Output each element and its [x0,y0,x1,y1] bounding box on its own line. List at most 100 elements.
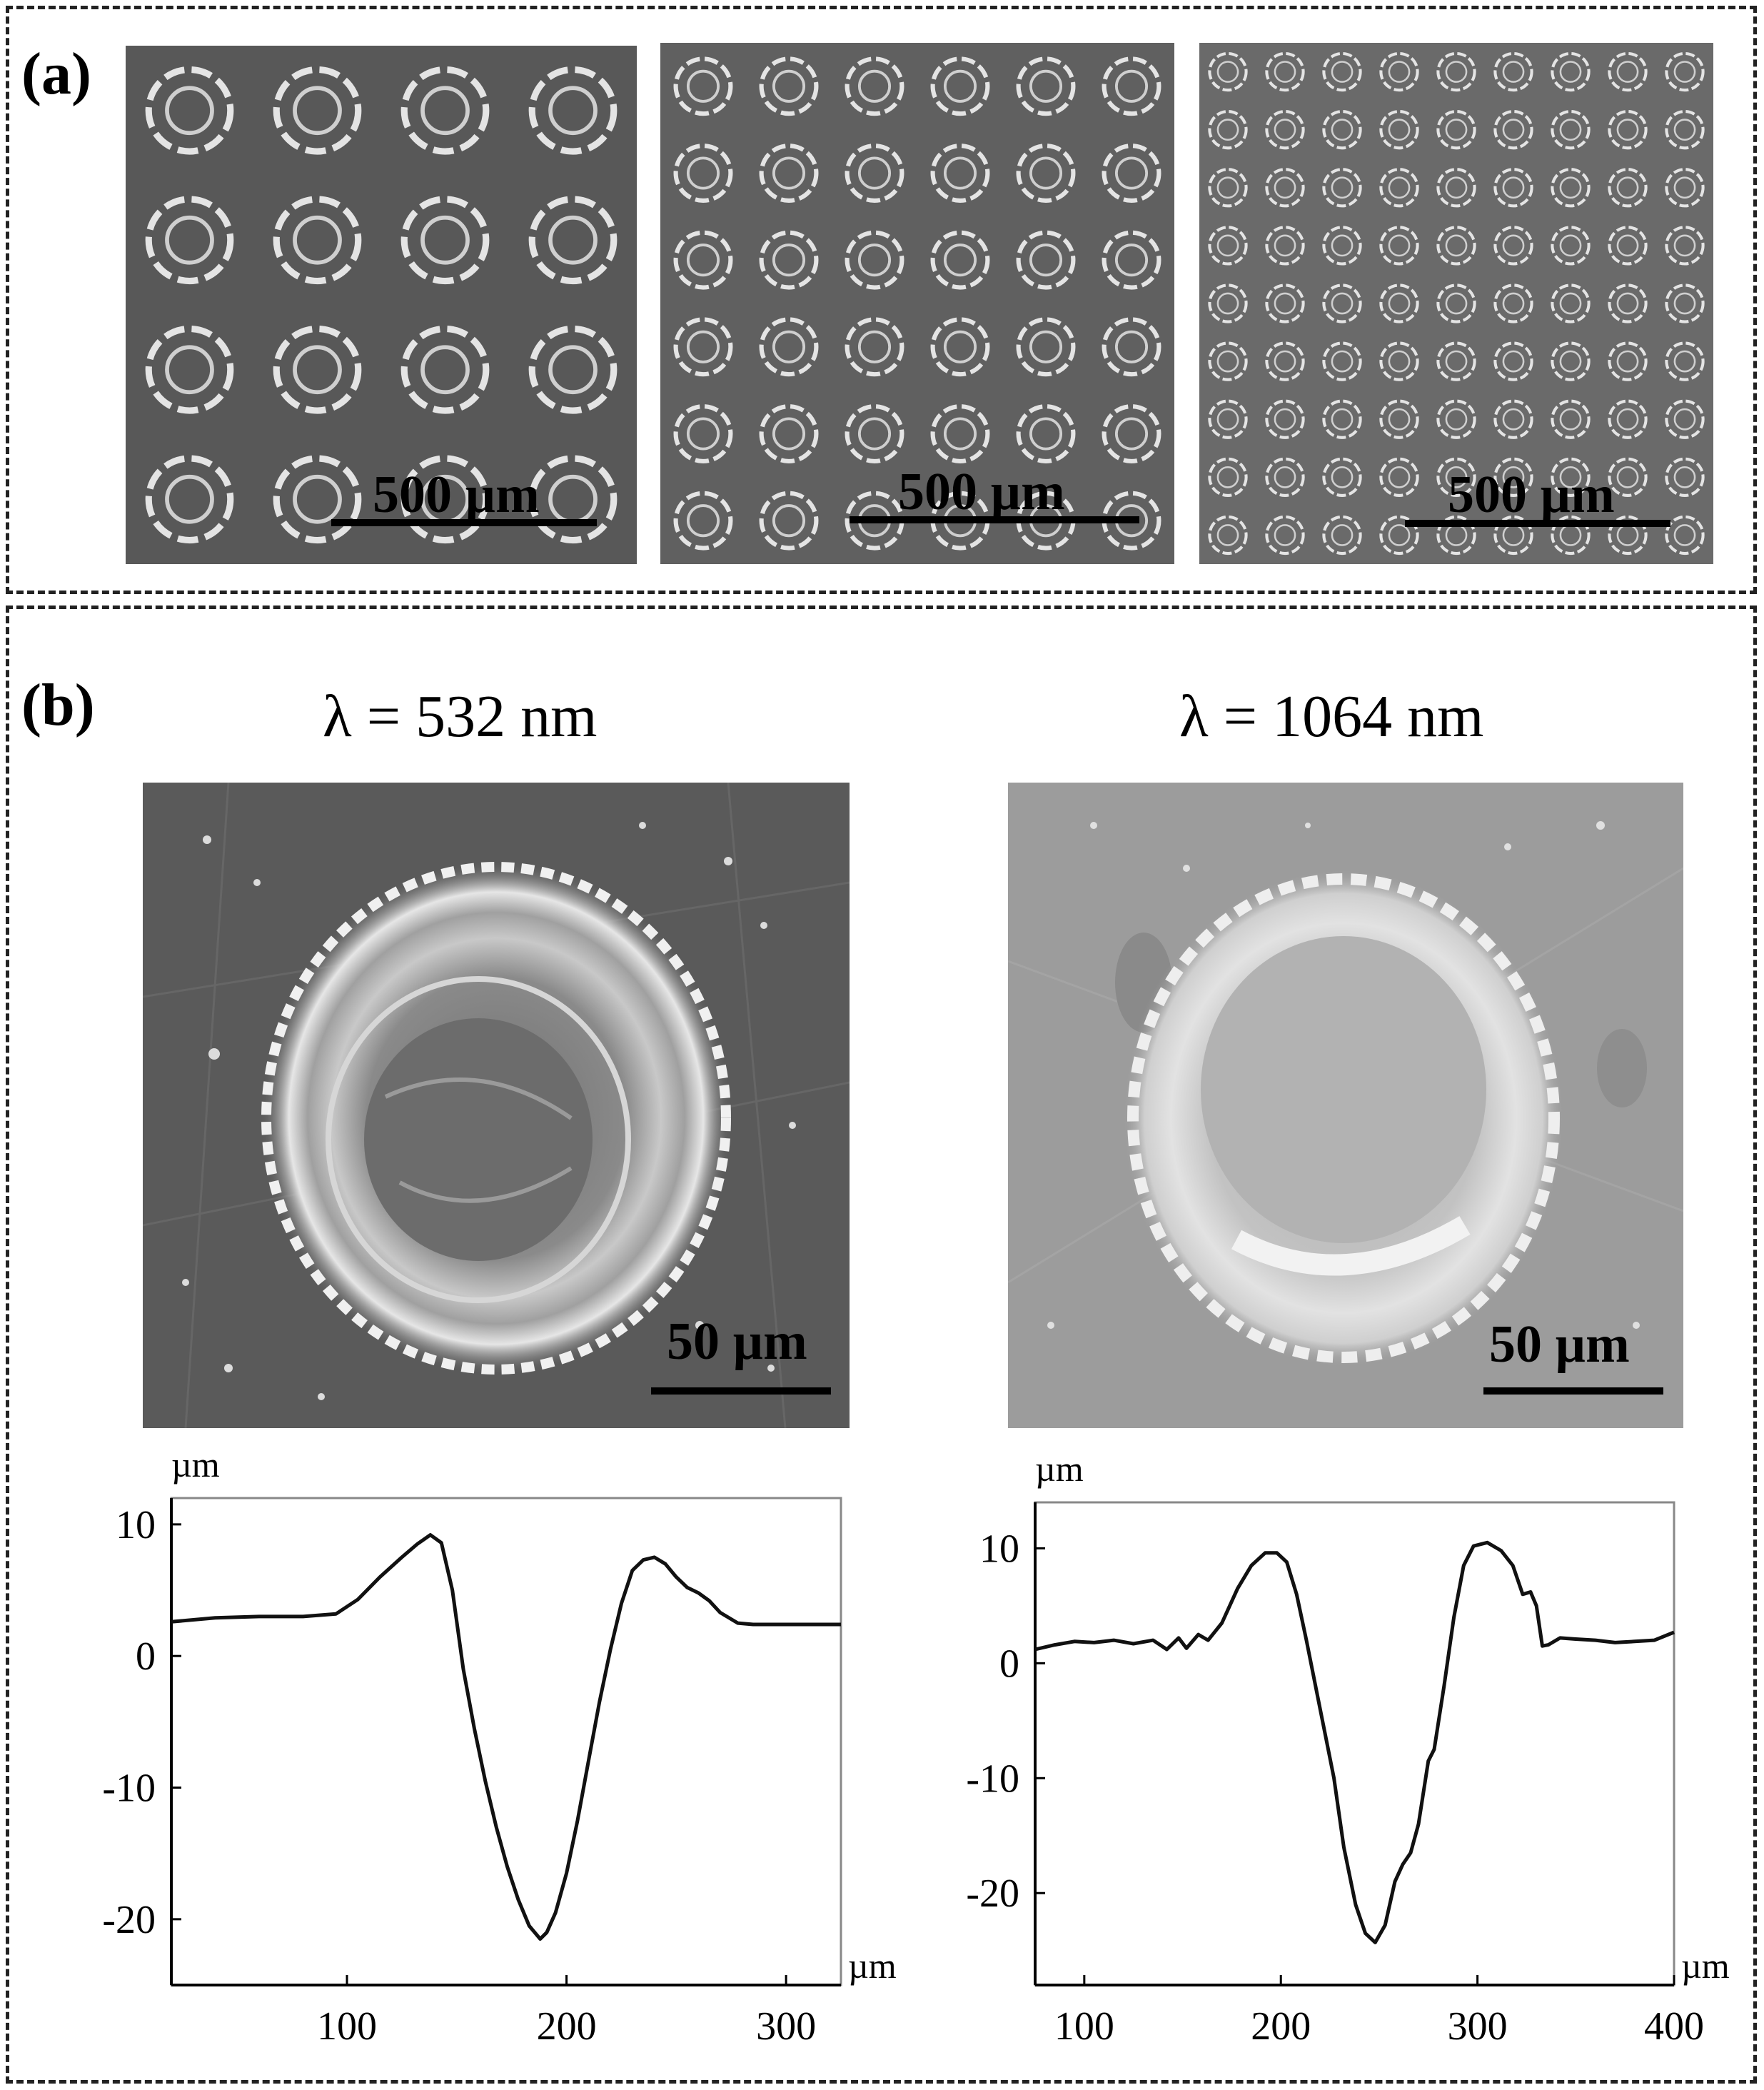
laser-dimple [1208,515,1248,556]
laser-dimple [1436,110,1476,150]
laser-dimple [759,56,819,116]
sem-crater-532-image [143,783,850,1428]
laser-dimple [528,325,618,414]
laser-dimple [759,404,819,463]
laser-dimple [1016,317,1076,377]
laser-dimple [1608,399,1648,439]
laser-dimple [673,230,733,290]
laser-dimple [1208,341,1248,381]
scale-bar-b1 [651,1387,831,1395]
laser-dimple [400,66,490,155]
laser-dimple [1379,283,1419,323]
laser-dimple [1265,515,1305,556]
sem-array-sparse-dimples [145,66,618,544]
laser-dimple [1551,457,1591,497]
laser-dimple [1102,144,1161,203]
laser-dimple [759,230,819,290]
laser-dimple [1379,341,1419,381]
y-tick-label: 0 [136,1634,156,1679]
laser-dimple [1102,404,1161,463]
laser-dimple [930,404,990,463]
laser-dimple [1551,341,1591,381]
laser-dimple [1493,226,1533,266]
laser-dimple [1379,168,1419,208]
panel-b-frame [6,606,1757,2084]
laser-dimple [1493,399,1533,439]
laser-dimple [1665,51,1705,92]
depth-profile-line [1034,1540,1675,1944]
laser-dimple [528,66,618,155]
laser-dimple [673,56,733,116]
laser-dimple [400,325,490,414]
laser-dimple [1493,168,1533,208]
laser-dimple [673,317,733,377]
laser-dimple [930,56,990,116]
laser-dimple [1665,226,1705,266]
x-tick-label: 400 [1644,2004,1704,2049]
x-tick-label: 200 [1251,2004,1311,2049]
laser-dimple [1493,110,1533,150]
y-axis-unit-label: µm [1035,1449,1084,1489]
y-tick-label: 10 [116,1503,156,1547]
laser-dimple [1379,51,1419,92]
laser-dimple [1265,226,1305,266]
laser-dimple [759,317,819,377]
laser-dimple [1322,51,1362,92]
laser-dimple [273,325,362,414]
scale-bar-a3 [1405,520,1670,527]
x-tick-label: 300 [1448,2004,1508,2049]
laser-dimple [1665,457,1705,497]
laser-dimple [930,230,990,290]
sem-crater-532 [143,783,850,1428]
laser-dimple [1551,283,1591,323]
laser-dimple [1379,399,1419,439]
panel-a-frame [6,6,1757,594]
laser-dimple [1379,515,1419,556]
laser-dimple [1102,230,1161,290]
laser-dimple [145,196,234,285]
laser-dimple [759,491,819,551]
laser-dimple [1265,399,1305,439]
laser-dimple [1208,51,1248,92]
panel-b-label: (b) [21,672,95,738]
x-tick-label: 200 [537,2004,597,2049]
laser-dimple [1208,399,1248,439]
laser-dimple [1493,457,1533,497]
laser-dimple [1436,226,1476,266]
laser-dimple [400,196,490,285]
laser-dimple [273,196,362,285]
x-axis-unit-label: µm [1681,1946,1730,1986]
laser-dimple [1322,110,1362,150]
laser-dimple [1379,110,1419,150]
laser-dimple [1379,226,1419,266]
laser-dimple [1265,341,1305,381]
laser-dimple [1208,226,1248,266]
laser-dimple [673,144,733,203]
y-tick-label: -10 [102,1767,156,1811]
plot-frame [170,1497,842,1986]
laser-dimple [1016,56,1076,116]
laser-dimple [1265,283,1305,323]
lambda-1064-title: λ = 1064 nm [1179,683,1484,750]
laser-dimple [1551,51,1591,92]
laser-dimple [145,66,234,155]
scale-bar-a1 [331,519,597,526]
laser-dimple [1016,230,1076,290]
laser-dimple [528,455,618,544]
scale-text-b2: 50 µm [1489,1315,1630,1374]
x-tick-label: 300 [756,2004,816,2049]
laser-dimple [845,317,904,377]
laser-dimple [145,325,234,414]
laser-dimple [845,144,904,203]
laser-dimple [673,491,733,551]
lambda-532-title: λ = 532 nm [323,683,598,750]
laser-dimple [273,455,362,544]
laser-dimple [1436,283,1476,323]
laser-dimple [1322,341,1362,381]
laser-dimple [1665,283,1705,323]
laser-dimple [1436,399,1476,439]
laser-dimple [845,404,904,463]
laser-dimple [845,56,904,116]
scale-text-a3: 500 µm [1448,466,1615,524]
laser-dimple [1493,341,1533,381]
